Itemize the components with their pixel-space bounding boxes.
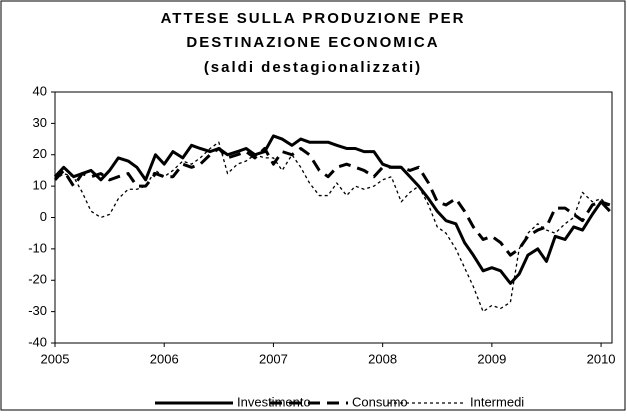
chart-subtitle: (saldi destagionalizzati) xyxy=(204,59,422,76)
legend-label: Consumo xyxy=(352,394,408,409)
y-tick-label: -10 xyxy=(28,240,47,255)
y-tick-label: 10 xyxy=(33,178,47,193)
x-tick-label: 2008 xyxy=(368,351,397,366)
x-tick-label: 2009 xyxy=(477,351,506,366)
y-tick-label: 0 xyxy=(40,209,47,224)
chart-title: ATTESE SULLA PRODUZIONE PER xyxy=(161,10,466,27)
y-tick-label: 30 xyxy=(33,115,47,130)
series-line xyxy=(53,134,611,285)
y-tick-label: 20 xyxy=(33,146,47,161)
y-tick-label: -30 xyxy=(28,303,47,318)
y-tick-label: -20 xyxy=(28,272,47,287)
x-tick-label: 2006 xyxy=(150,351,179,366)
chart-title: DESTINAZIONE ECONOMICA xyxy=(186,34,439,51)
legend-label: Intermedi xyxy=(470,394,524,409)
series-line xyxy=(54,141,611,313)
x-tick-label: 2010 xyxy=(587,351,616,366)
y-tick-label: -40 xyxy=(28,334,47,349)
x-tick-label: 2005 xyxy=(41,351,70,366)
x-tick-label: 2007 xyxy=(259,351,288,366)
y-tick-label: 40 xyxy=(33,83,47,98)
